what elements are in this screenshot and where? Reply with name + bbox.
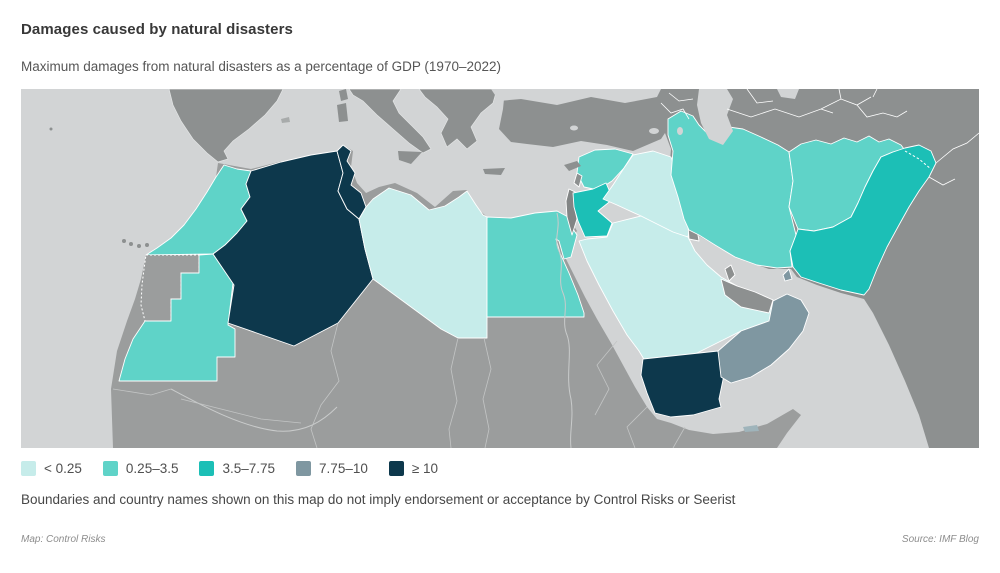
caspian-sea: [697, 89, 733, 145]
africa-internal-borders: [112, 322, 686, 448]
iberia: [168, 89, 284, 163]
socotra-island: [743, 425, 759, 432]
corsica-island: [339, 89, 348, 101]
legend-swatch-lt-025: [21, 461, 36, 476]
sardinia-island: [337, 103, 348, 122]
map-legend: < 0.25 0.25–3.5 3.5–7.75 7.75–10 ≥ 10: [21, 461, 979, 476]
map-svg: [21, 89, 979, 448]
country-oman: [717, 293, 810, 384]
kashmir-disputed-border: [904, 150, 932, 170]
legend-label: ≥ 10: [411, 461, 439, 476]
canary-islands: [49, 127, 149, 248]
country-uae: [720, 278, 774, 314]
country-libya: [358, 187, 488, 339]
legend-item: 0.25–3.5: [102, 461, 179, 476]
asia-internal-borders: [660, 89, 979, 186]
crete-island: [483, 168, 505, 175]
legend-swatch-775-10: [296, 461, 312, 476]
country-egypt: [486, 210, 585, 318]
balkans-greece: [418, 89, 498, 150]
country-tunisia: [336, 144, 367, 220]
country-pakistan: [789, 144, 937, 296]
country-oman-musandam: [782, 268, 793, 282]
legend-label: 0.25–3.5: [125, 461, 179, 476]
footer: Map: Control Risks Source: IMF Blog: [21, 534, 979, 545]
map-subtitle: Maximum damages from natural disasters a…: [21, 59, 501, 74]
page-title: Damages caused by natural disasters: [21, 21, 293, 38]
aral-sea: [777, 89, 799, 99]
legend-label: 3.5–7.75: [222, 461, 276, 476]
nile-river: [556, 212, 573, 448]
legend-item: < 0.25: [21, 461, 82, 476]
legend-label: < 0.25: [44, 461, 82, 476]
country-lebanon: [573, 172, 583, 188]
legend-swatch-gte-10: [388, 461, 404, 476]
country-qatar: [724, 264, 736, 282]
boundaries-disclaimer: Boundaries and country names shown on th…: [21, 492, 736, 507]
legend-item: 7.75–10: [296, 461, 368, 476]
lake-van: [649, 128, 659, 134]
sicily-island: [398, 151, 422, 164]
legend-swatch-35-775: [199, 461, 215, 476]
italy: [348, 89, 432, 154]
legend-swatch-025-35: [102, 461, 118, 476]
legend-item: 3.5–7.75: [199, 461, 275, 476]
lake-urmia: [677, 127, 683, 135]
legend-item: ≥ 10: [388, 461, 439, 476]
cyprus-island: [564, 161, 581, 171]
source-credit: Source: IMF Blog: [901, 534, 979, 545]
legend-label: 7.75–10: [319, 461, 368, 476]
choropleth-map: [21, 89, 979, 448]
lake-tuz: [570, 125, 578, 131]
country-jordan: [572, 182, 614, 238]
black-sea: [491, 89, 661, 105]
balearic-island: [281, 117, 290, 123]
country-yemen: [640, 350, 725, 418]
map-credit: Map: Control Risks: [21, 534, 106, 545]
